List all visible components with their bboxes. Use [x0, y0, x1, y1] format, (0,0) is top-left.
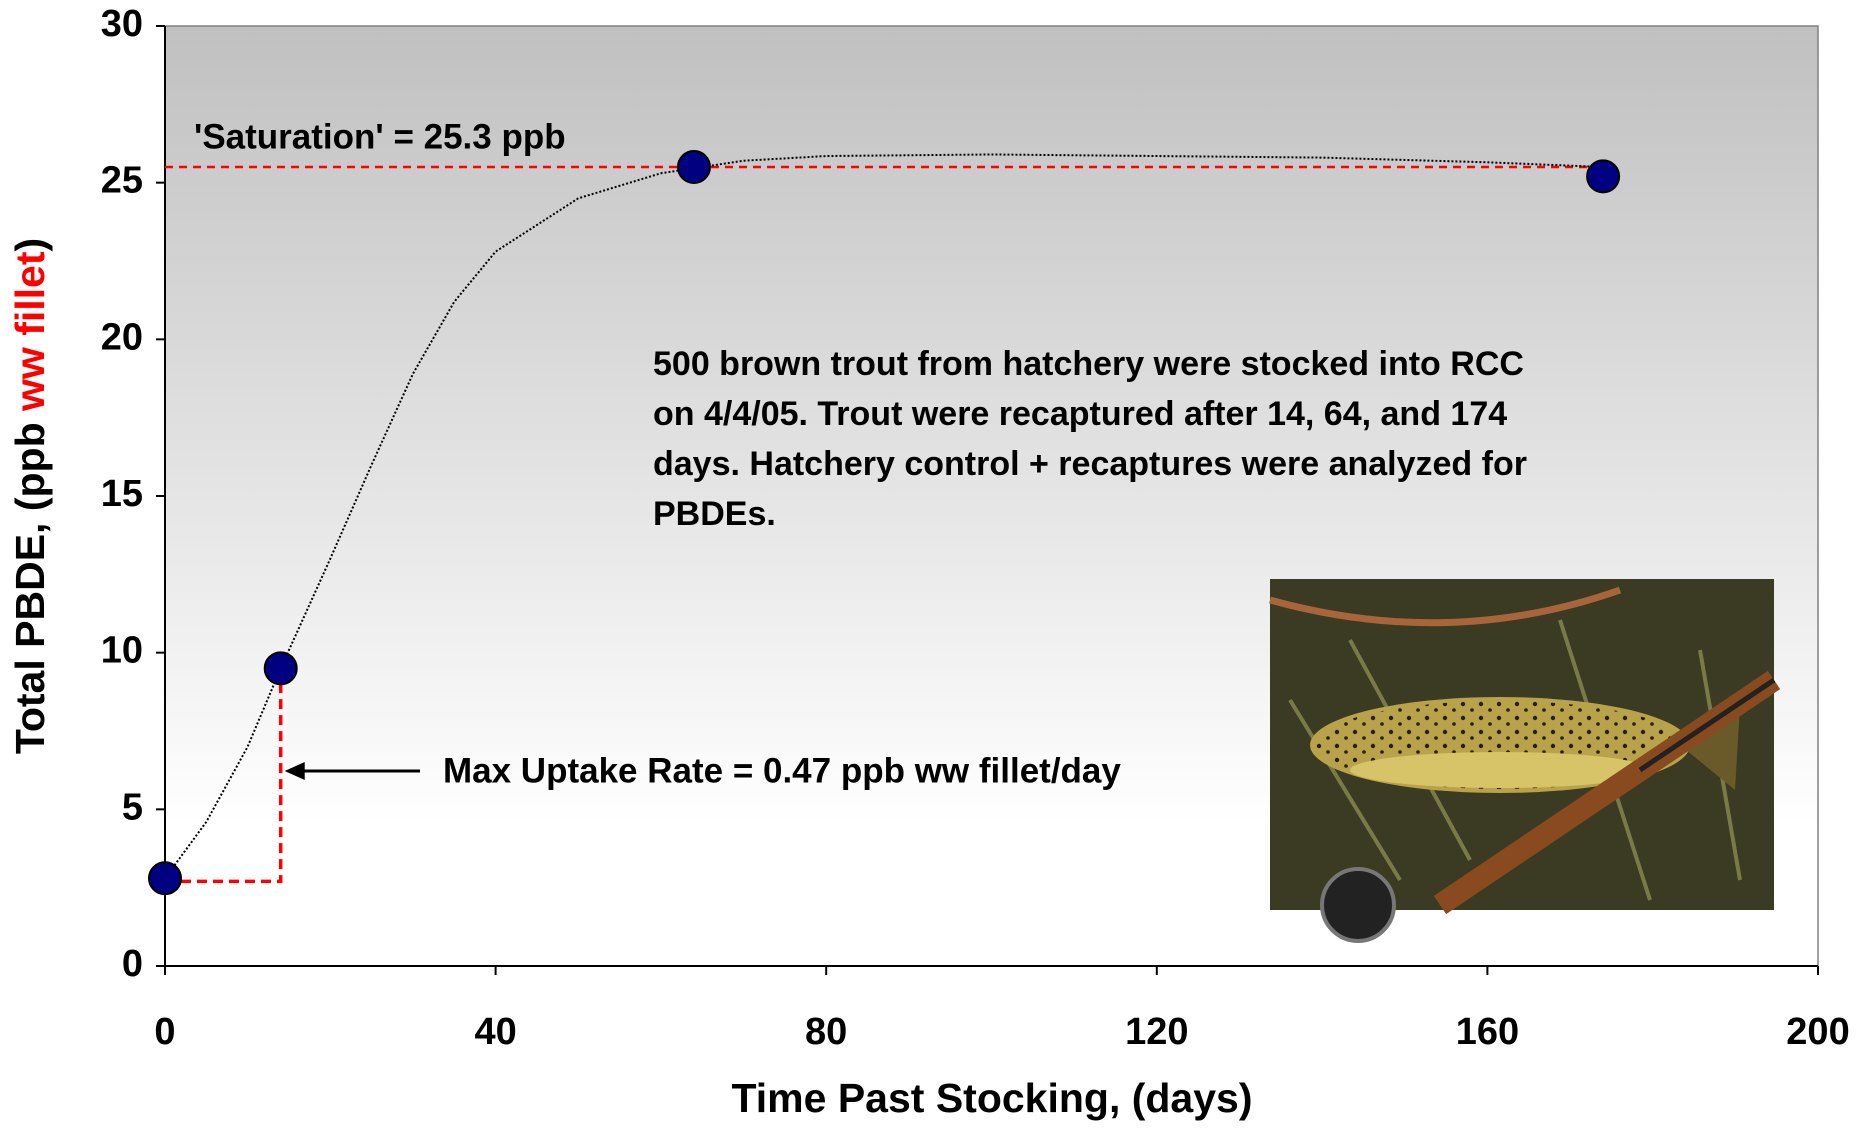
x-tick-label: 160 — [1456, 1011, 1519, 1053]
y-tick-label: 20 — [101, 316, 143, 358]
x-tick-label: 120 — [1125, 1011, 1188, 1053]
uptake-label: Max Uptake Rate = 0.47 ppb ww fillet/day — [443, 751, 1121, 790]
data-point — [1586, 159, 1621, 194]
y-tick-label: 0 — [122, 943, 143, 985]
y-tick-label: 15 — [101, 473, 143, 515]
data-point — [148, 861, 182, 896]
y-tick-label: 30 — [101, 3, 143, 45]
y-axis-label-part: Total PBDE, (ppb — [7, 411, 53, 754]
x-tick-label: 200 — [1786, 1011, 1849, 1053]
data-point — [263, 651, 298, 686]
x-tick-label: 0 — [154, 1011, 175, 1053]
x-axis-label: Time Past Stocking, (days) — [731, 1075, 1252, 1121]
y-tick-label: 25 — [101, 160, 143, 202]
x-tick-label: 40 — [474, 1011, 516, 1053]
y-axis-label-part: ) — [7, 238, 53, 252]
data-point — [676, 150, 711, 184]
note-line: days. Hatchery control + recaptures were… — [653, 445, 1527, 483]
y-axis-label: Total PBDE, (ppb ww fillet) — [7, 238, 53, 754]
x-tick-label: 80 — [805, 1011, 847, 1053]
note-line: PBDEs. — [653, 495, 776, 533]
note-line: on 4/4/05. Trout were recaptured after 1… — [653, 395, 1507, 433]
saturation-label: 'Saturation' = 25.3 ppb — [194, 117, 566, 156]
note-line: 500 brown trout from hatchery were stock… — [653, 345, 1524, 383]
arrow-head — [284, 762, 305, 780]
y-tick-label: 10 — [101, 630, 143, 672]
y-axis-label-part: ww fillet — [7, 251, 53, 412]
uptake-lines — [165, 668, 283, 884]
trend-line — [164, 153, 1604, 879]
y-tick-label: 5 — [122, 786, 143, 828]
photo — [1269, 579, 1781, 943]
